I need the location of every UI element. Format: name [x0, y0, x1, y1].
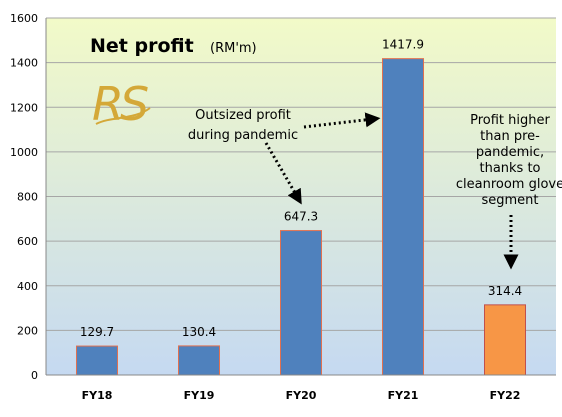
y-tick-label: 1000 — [10, 146, 38, 159]
x-tick-label: FY18 — [82, 389, 113, 402]
y-tick-label: 200 — [17, 324, 38, 337]
data-label: 647.3 — [284, 210, 318, 224]
bar-fy20 — [280, 230, 322, 376]
bar-fy22 — [484, 304, 526, 376]
arrow-to-fy21 — [303, 112, 381, 129]
y-tick-label: 1600 — [10, 12, 38, 25]
annotation-line: Outsized profit — [195, 108, 291, 123]
annotation-line: thanks to — [479, 161, 540, 176]
data-label: 1417.9 — [382, 38, 424, 52]
bar-fy21 — [382, 58, 424, 376]
bar-fy19 — [178, 345, 220, 376]
y-axis: 0 200 400 600 800 1000 1200 1400 1600 — [10, 12, 47, 382]
x-tick-label: FY21 — [388, 389, 419, 402]
data-label: 129.7 — [80, 325, 114, 339]
y-tick-label: 600 — [17, 235, 38, 248]
annotation-line: Profit higher — [470, 113, 550, 128]
rs-monogram-logo: RS — [92, 77, 152, 131]
data-labels: 129.7 130.4 647.3 1417.9 314.4 — [80, 38, 522, 339]
logo-swoosh — [95, 107, 151, 125]
arrow-to-fy20 — [264, 142, 302, 205]
x-axis: FY18 FY19 FY20 FY21 FY22 — [46, 374, 556, 402]
annotation-pandemic: Outsized profit during pandemic — [188, 108, 298, 143]
annotation-line: than pre- — [480, 129, 540, 144]
annotation-line: cleanroom glove — [456, 177, 562, 192]
data-label: 314.4 — [488, 284, 522, 298]
y-tick-label: 800 — [17, 191, 38, 204]
y-tick-label: 1400 — [10, 57, 38, 70]
bar-fy18 — [76, 345, 118, 376]
bars — [76, 58, 526, 376]
annotation-line: during pandemic — [188, 128, 298, 143]
annotation-arrows — [264, 112, 519, 270]
x-tick-label: FY20 — [286, 389, 317, 402]
annotation-line: segment — [481, 193, 538, 208]
data-label: 130.4 — [182, 325, 216, 339]
y-tick-label: 1200 — [10, 101, 38, 114]
y-tick-label: 0 — [31, 369, 38, 382]
x-tick-label: FY19 — [184, 389, 215, 402]
annotation-line: pandemic, — [476, 145, 544, 160]
chart-subtitle: (RM'm) — [210, 41, 257, 56]
x-tick-label: FY22 — [490, 389, 521, 402]
y-tick-label: 400 — [17, 280, 38, 293]
chart-title: Net profit — [90, 35, 194, 57]
